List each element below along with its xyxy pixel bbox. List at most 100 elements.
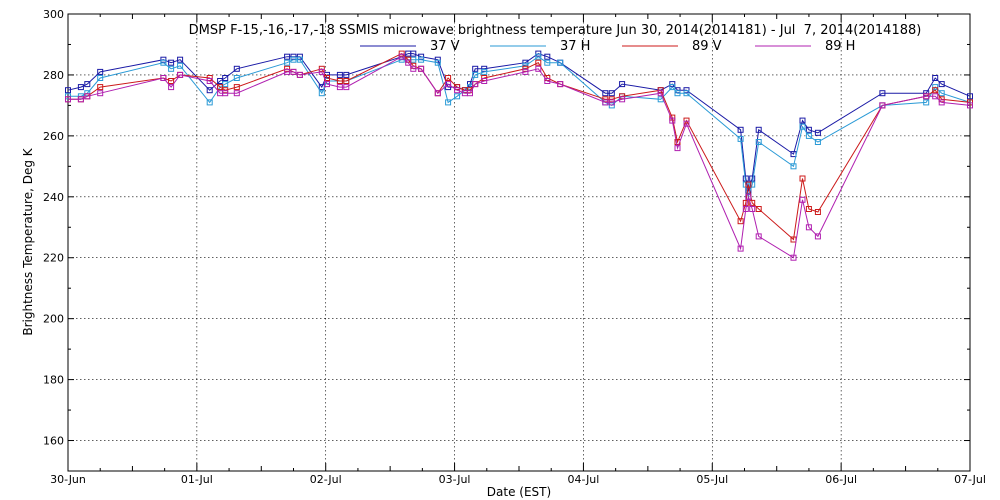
data-point-marker	[445, 75, 452, 81]
grid-lines	[68, 14, 970, 471]
data-point-marker	[544, 53, 551, 60]
data-point-marker	[619, 96, 626, 103]
data-point-marker	[749, 206, 756, 212]
data-point-marker	[336, 78, 343, 84]
y-tick-label: 240	[43, 191, 64, 204]
data-point-marker	[544, 78, 551, 84]
data-point-marker	[472, 65, 479, 72]
data-point-marker	[343, 78, 350, 84]
legend-label: 37 H	[560, 39, 590, 54]
data-point-marker	[318, 90, 325, 97]
data-point-marker	[814, 233, 821, 240]
data-point-marker	[932, 87, 939, 94]
data-point-marker	[168, 78, 175, 84]
data-point-marker	[745, 187, 752, 194]
data-point-marker	[418, 56, 425, 63]
data-point-marker	[84, 93, 91, 100]
data-point-marker	[879, 90, 886, 97]
data-point-marker	[97, 68, 104, 75]
data-point-marker	[318, 68, 325, 75]
data-point-marker	[467, 90, 473, 97]
data-point-marker	[799, 196, 806, 203]
data-point-marker	[65, 87, 71, 94]
data-point-marker	[481, 78, 488, 84]
series-line	[68, 52, 971, 241]
data-point-marker	[77, 96, 84, 103]
y-tick-label: 260	[43, 130, 64, 143]
data-point-marker	[674, 145, 681, 152]
axes: 160 180 200 220 240 260 280 300 30-Jun 01-Jul 02-J…	[43, 8, 986, 486]
data-point-marker	[343, 84, 350, 91]
data-point-marker	[177, 56, 184, 63]
data-series	[65, 50, 973, 261]
data-point-marker	[967, 93, 973, 100]
data-point-marker	[84, 81, 91, 88]
x-tick-label: 30-Jun	[50, 473, 86, 486]
data-point-marker	[398, 50, 405, 57]
data-point-marker	[923, 93, 930, 100]
legend-label: 89 H	[825, 39, 855, 54]
data-point-marker	[742, 206, 749, 212]
data-point-marker	[737, 135, 744, 142]
data-point-marker	[97, 84, 104, 91]
data-point-marker	[535, 65, 542, 72]
data-point-marker	[296, 71, 303, 78]
y-tick-label: 200	[43, 313, 64, 326]
x-tick-label: 01-Jul	[181, 473, 213, 486]
data-point-marker	[814, 129, 821, 136]
data-point-marker	[97, 90, 104, 97]
data-point-marker	[177, 62, 184, 69]
data-point-marker	[814, 139, 821, 145]
data-point-marker	[879, 102, 886, 109]
data-point-marker	[608, 96, 615, 103]
data-point-marker	[405, 59, 412, 66]
data-point-marker	[755, 126, 762, 133]
data-point-marker	[755, 233, 762, 240]
data-point-marker	[160, 75, 167, 81]
data-point-marker	[206, 87, 213, 94]
data-point-marker	[233, 65, 240, 72]
data-point-marker	[522, 65, 529, 72]
data-point-marker	[923, 99, 930, 106]
data-point-marker	[814, 209, 821, 215]
x-tick-label: 05-Jul	[696, 473, 728, 486]
data-point-marker	[65, 96, 71, 103]
data-point-marker	[749, 181, 756, 188]
data-point-marker	[445, 81, 452, 88]
data-point-marker	[168, 84, 175, 91]
data-point-marker	[938, 90, 945, 97]
data-point-marker	[805, 132, 812, 139]
x-axis-label: Date (EST)	[487, 485, 551, 499]
data-point-marker	[160, 59, 167, 66]
data-point-marker	[206, 78, 213, 84]
data-point-marker	[749, 175, 756, 182]
data-point-marker	[284, 68, 291, 75]
data-point-marker	[799, 175, 806, 182]
data-point-marker	[410, 65, 417, 72]
data-point-marker	[799, 123, 806, 130]
x-tick-label: 02-Jul	[310, 473, 342, 486]
data-point-marker	[755, 139, 762, 145]
legend-label: 37 V	[430, 39, 460, 54]
data-point-marker	[737, 245, 744, 252]
data-point-marker	[745, 193, 752, 200]
data-point-marker	[222, 75, 229, 81]
legend-label: 89 V	[692, 39, 722, 54]
data-point-marker	[296, 56, 303, 63]
series-line	[67, 53, 971, 193]
data-point-marker	[608, 90, 615, 97]
data-point-marker	[535, 59, 542, 66]
data-point-marker	[472, 81, 479, 88]
series-line	[68, 56, 971, 259]
data-point-marker	[602, 90, 609, 97]
data-point-marker	[217, 84, 224, 91]
y-tick-label: 280	[43, 69, 64, 82]
plot-area-frame	[67, 13, 971, 472]
y-tick-label: 220	[43, 252, 64, 265]
data-point-marker	[77, 84, 84, 91]
series-line	[68, 56, 971, 199]
data-point-marker	[177, 71, 184, 78]
data-point-marker	[749, 199, 756, 206]
data-point-marker	[290, 56, 297, 63]
